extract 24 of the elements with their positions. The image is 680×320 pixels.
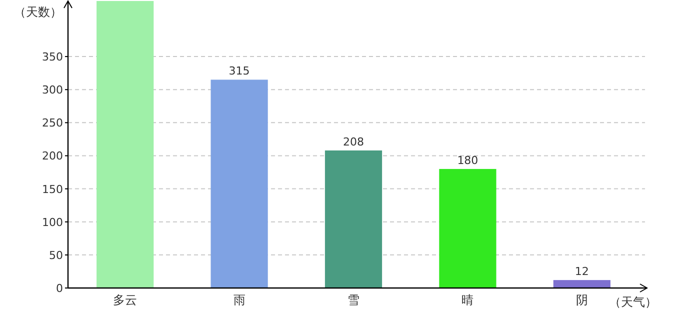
y-tick-label: 50	[49, 248, 63, 262]
bar	[210, 80, 268, 288]
y-tick-label: 300	[42, 84, 63, 97]
y-axis-title: （天数）	[14, 5, 62, 19]
y-tick-label: 0	[56, 282, 63, 295]
bar	[439, 168, 496, 288]
bar	[553, 280, 610, 288]
x-tick-label: 雨	[233, 293, 246, 307]
data-label: 12	[574, 265, 589, 278]
x-tick-label: 阴	[576, 293, 588, 307]
y-tick-label: 100	[42, 216, 63, 229]
bar	[324, 150, 382, 288]
y-tick-label: 200	[42, 150, 63, 163]
data-label: 208	[343, 135, 364, 148]
x-tick-label: 多云	[113, 293, 138, 307]
data-label: 180	[457, 154, 478, 167]
x-axis-title: （天气）	[609, 295, 657, 309]
data-label: 315	[228, 64, 250, 78]
y-tick-label: 350	[42, 50, 63, 64]
y-tick-label: 150	[42, 182, 63, 196]
bar	[96, 1, 154, 288]
y-tick-label: 250	[42, 116, 63, 130]
x-tick-label: 晴	[462, 293, 474, 307]
x-tick-label: 雪	[348, 293, 360, 307]
